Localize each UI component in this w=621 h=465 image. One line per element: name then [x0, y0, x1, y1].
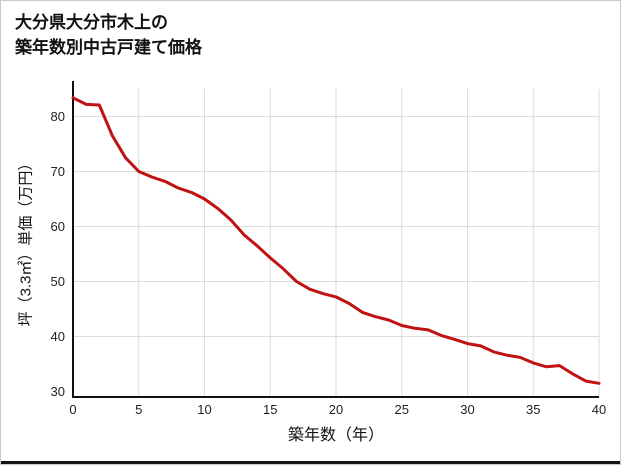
x-tick-label: 25 [395, 402, 409, 417]
page-title-line2: 築年数別中古戸建て価格 [15, 37, 202, 57]
x-tick-label: 30 [460, 402, 474, 417]
window-bottom-edge [1, 461, 620, 464]
x-tick-label: 0 [69, 402, 76, 417]
x-tick-label: 15 [263, 402, 277, 417]
y-tick-label: 30 [51, 384, 65, 399]
page-title-line1: 大分県大分市木上の [15, 13, 168, 32]
y-tick-label: 80 [51, 109, 65, 124]
y-tick-label: 70 [51, 164, 65, 179]
price-line-series [71, 96, 601, 385]
y-tick-label: 40 [51, 329, 65, 344]
x-tick-label: 35 [526, 402, 540, 417]
x-tick-label: 40 [592, 402, 606, 417]
x-tick-label: 10 [197, 402, 211, 417]
y-axis-label: 坪（3.3㎡）単価（万円） [17, 155, 35, 327]
y-tick-label: 60 [51, 219, 65, 234]
x-tick-label: 5 [135, 402, 142, 417]
x-axis-label: 築年数（年） [287, 427, 385, 444]
page-title: 大分県大分市木上の 築年数別中古戸建て価格 [15, 11, 202, 60]
x-tick-label: 20 [329, 402, 343, 417]
y-tick-label: 50 [51, 274, 65, 289]
